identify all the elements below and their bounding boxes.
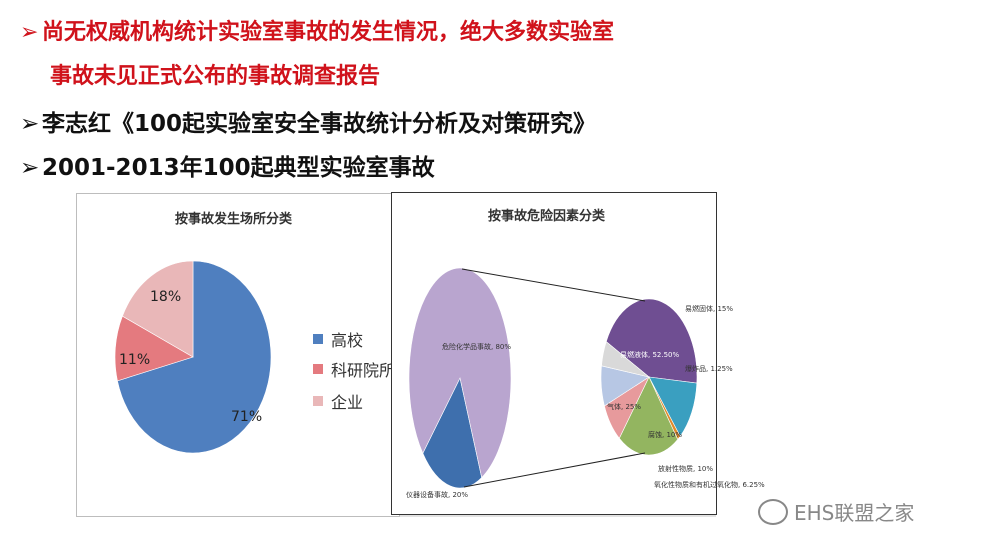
bullet-text-1: 尚无权威机构统计实验室事故的发生情况，绝大多数实验室 [42,20,615,45]
slice-label-equip: 仪器设备事故, 20% [406,491,469,499]
watermark: EHS联盟之家 [758,497,914,526]
sub-label-explosive: 爆炸品, 1.25% [685,365,733,373]
chart-panel-location: 按事故发生场所分类 71% 11% 18% 高校 科研院所 企业 [76,193,400,517]
legend-label: 企业 [331,393,364,412]
pie-of-pie-chart-hazard [408,267,698,489]
pie-slice-1 [114,315,194,382]
chart-title-hazard: 按事故危险因素分类 [488,209,606,224]
sub-slice-0 [605,298,698,384]
sub-label-gas: 气体, 25% [607,403,642,411]
bullet-arrow-icon: ➢ [20,20,39,45]
bullet-line-1: ➢ 尚无权威机构统计实验室事故的发生情况，绝大多数实验室 [20,14,614,46]
sub-label-flammable-solid: 易燃固体, 15% [685,305,734,313]
bullet-arrow-icon: ➢ [20,155,40,181]
pie-slice-2 [122,260,194,358]
bullet-text-4: 2001-2013年100起典型实验室事故 [42,155,435,181]
wechat-icon [758,498,788,525]
bullet-text-2: 事故未见正式公布的事故调查报告 [50,64,381,89]
sub-label-radioactive: 放射性物质, 10% [658,465,714,473]
connector-line-0 [461,268,646,302]
connector-line-1 [463,452,646,488]
slice-label-2: 18% [150,289,182,305]
chart-panel-hazard: 按事故危险因素分类 危险化学品事故, 80% 仪器设备事故, 20% 易燃液体,… [391,192,765,515]
sub-slice-1 [648,376,698,437]
watermark-text: EHS联盟之家 [794,501,915,525]
sub-label-flammable-liquid: 易燃液体, 52.50% [620,351,680,359]
sub-slice-6 [601,341,650,378]
bullet-line-2: 事故未见正式公布的事故调查报告 [50,58,380,90]
legend-label: 科研院所 [331,361,396,380]
pie-chart-location [114,260,272,454]
legend-swatch [313,396,323,406]
legend-item-1: 科研院所 [313,357,395,381]
legend-swatch [313,364,323,374]
legend-swatch [313,334,323,344]
bullet-text-3: 李志红《100起实验室安全事故统计分析及对策研究》 [42,111,597,137]
legend-item-0: 高校 [313,327,363,351]
bullet-arrow-icon: ➢ [20,111,40,137]
bullet-line-4: ➢ 2001-2013年100起典型实验室事故 [20,148,435,182]
legend-label: 高校 [331,331,364,350]
pie-slice-equipment [422,377,483,489]
sub-label-oxidizer: 氧化性物质和有机过氧化物, 6.25% [654,481,765,489]
slice-label-0: 71% [231,409,263,425]
bullet-line-3: ➢ 李志红《100起实验室安全事故统计分析及对策研究》 [20,104,596,138]
pie-slice-0 [117,260,272,454]
sub-slice-3 [618,376,679,456]
sub-label-corrosive: 腐蚀, 10% [648,431,683,439]
legend-item-2: 企业 [313,389,363,413]
chart-title-location: 按事故发生场所分类 [175,212,293,227]
slice-label-1: 11% [119,352,151,368]
slice-label-chem: 危险化学品事故, 80% [442,343,512,351]
